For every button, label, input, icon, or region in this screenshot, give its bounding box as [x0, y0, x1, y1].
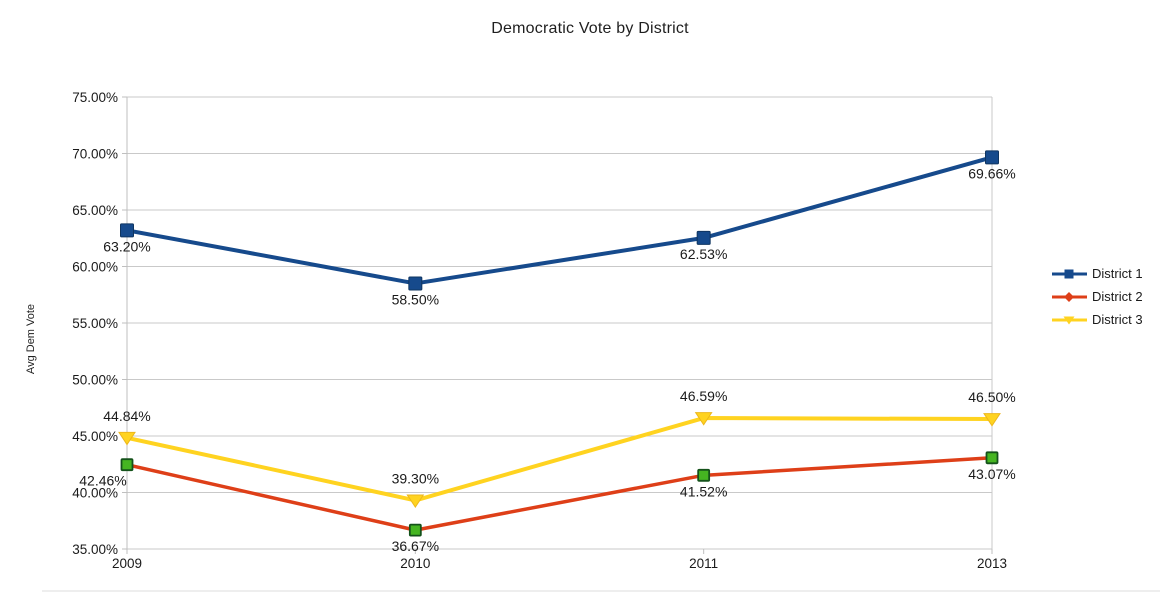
data-point-marker-district-1: [985, 150, 999, 165]
y-tick-label: 60.00%: [72, 260, 118, 275]
legend-swatch-district-1: [1052, 269, 1087, 278]
y-tick-label: 65.00%: [72, 203, 118, 218]
y-tick-label: 45.00%: [72, 429, 118, 444]
data-label: 46.50%: [968, 389, 1015, 405]
data-label: 42.46%: [79, 473, 126, 489]
data-point-marker-district-2: [120, 458, 134, 472]
legend-swatch-district-3: [1052, 316, 1087, 324]
data-label: 36.67%: [392, 538, 439, 554]
legend-item-district-3: District 3: [1051, 308, 1143, 331]
data-point-marker-district-1: [120, 223, 134, 238]
data-label: 46.59%: [680, 388, 727, 404]
data-point-marker-district-3: [118, 431, 136, 446]
y-tick-label: 55.00%: [72, 316, 118, 331]
legend-marker-square-icon: [1064, 269, 1074, 278]
y-axis-title: Avg Dem Vote: [25, 303, 37, 375]
data-point-marker-district-1: [696, 230, 711, 245]
data-point-marker-district-2: [697, 468, 711, 482]
legend-label-district-2: District 2: [1092, 289, 1143, 304]
y-tick-label: 70.00%: [72, 147, 118, 162]
legend-marker-diamond-icon: [1064, 291, 1074, 302]
data-label: 41.52%: [680, 483, 727, 499]
legend-item-district-2: District 2: [1051, 285, 1143, 308]
data-label: 43.07%: [968, 466, 1015, 482]
y-tick-label: 40.00%: [72, 486, 118, 501]
data-point-marker-district-3: [694, 412, 713, 426]
data-label: 63.20%: [103, 238, 150, 254]
y-tick-label: 75.00%: [72, 90, 118, 105]
legend-label-district-1: District 1: [1092, 266, 1143, 281]
legend-item-district-1: District 1: [1051, 262, 1143, 285]
y-tick-label: 50.00%: [72, 373, 118, 388]
x-tick-label: 2010: [400, 556, 430, 571]
data-point-marker-district-2: [985, 451, 999, 465]
y-tick-label: 35.00%: [72, 542, 118, 557]
data-label: 39.30%: [392, 470, 439, 486]
x-tick-label: 2009: [112, 556, 142, 571]
x-tick-label: 2013: [977, 556, 1007, 571]
legend-swatch-district-2: [1052, 291, 1087, 302]
data-label: 62.53%: [680, 246, 727, 262]
data-label: 69.66%: [968, 165, 1015, 181]
data-label: 58.50%: [392, 291, 439, 307]
series-line-district-3: [125, 416, 994, 503]
legend-marker-triangle-icon: [1063, 316, 1075, 324]
series-line-district-1: [125, 155, 994, 286]
data-point-marker-district-2: [408, 523, 422, 537]
legend-label-district-3: District 3: [1092, 312, 1143, 327]
data-point-marker-district-3: [406, 494, 425, 509]
series-line-district-2: [125, 456, 994, 532]
x-tick-label: 2011: [689, 556, 718, 571]
chart-title: Democratic Vote by District: [491, 20, 689, 37]
legend: District 1 District 2 District 3: [1051, 262, 1143, 331]
data-point-marker-district-1: [408, 276, 423, 291]
data-point-marker-district-3: [983, 413, 1001, 427]
data-label: 44.84%: [103, 408, 150, 424]
